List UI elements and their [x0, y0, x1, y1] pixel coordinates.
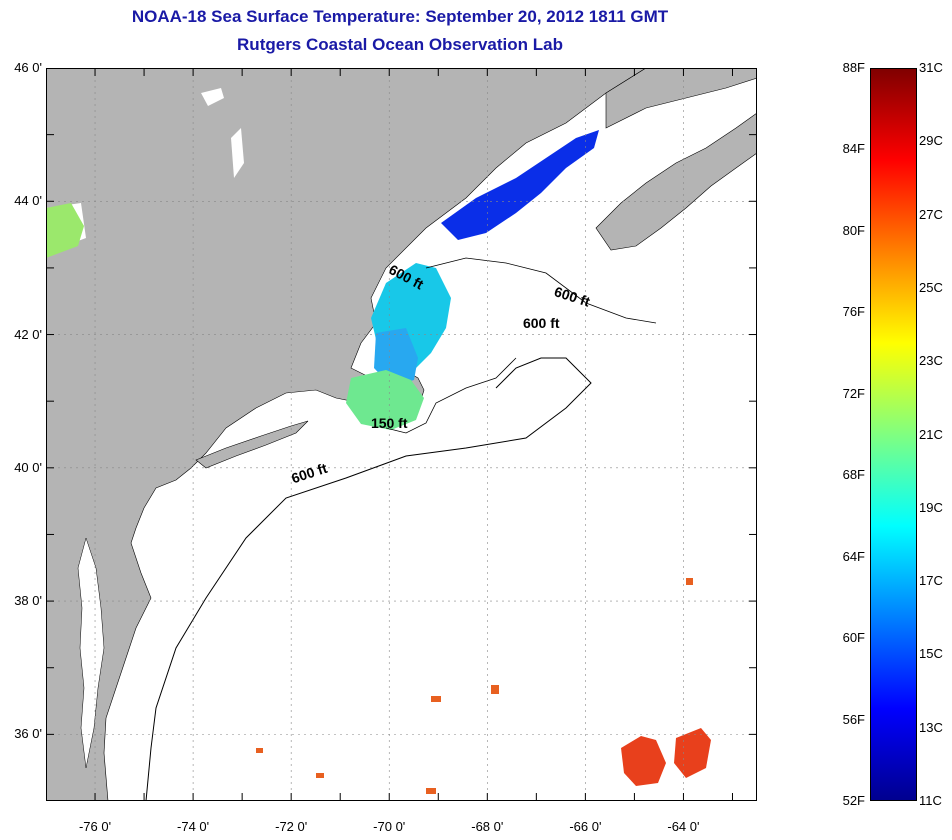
latitude-label: 44 0'	[14, 193, 42, 209]
land-us-northeast	[46, 68, 647, 801]
land-nova-scotia	[595, 112, 757, 251]
colorbar-fahrenheit-label: 68F	[842, 467, 865, 483]
longitude-label: -64 0'	[667, 819, 700, 834]
colorbar-celsius-label: 19C	[919, 499, 943, 515]
contour-label: 150 ft	[371, 415, 408, 431]
colorbar-celsius-label: 29C	[919, 133, 943, 149]
contour-600ft-gulf	[425, 257, 657, 324]
colorbar-fahrenheit-label: 84F	[842, 141, 865, 157]
colorbar-fahrenheit-label: 80F	[842, 222, 865, 238]
map-subtitle: Rutgers Coastal Ocean Observation Lab	[237, 35, 563, 54]
colorbar-celsius-label: 13C	[919, 719, 943, 735]
longitude-label: -68 0'	[471, 819, 504, 834]
latitude-label: 46 0'	[14, 60, 42, 75]
colorbar-fahrenheit-label: 52F	[842, 793, 865, 808]
temperature-colorbar	[870, 68, 917, 801]
latitude-label: 36 0'	[14, 726, 42, 742]
contour-600ft-shelf	[145, 357, 592, 801]
colorbar-fahrenheit-label: 56F	[842, 711, 865, 727]
longitude-label: -76 0'	[78, 819, 112, 834]
sst-patch-gulf-stream-1	[621, 736, 666, 786]
graticule	[46, 68, 757, 801]
colorbar-fahrenheit-label: 60F	[842, 630, 865, 646]
contour-label: 600 ft	[523, 315, 560, 331]
latitude-label: 40 0'	[14, 459, 42, 475]
colorbar-celsius-label: 25C	[919, 279, 943, 295]
longitude-label: -66 0'	[569, 819, 602, 834]
sst-patch-gulf-of-maine-north	[441, 130, 599, 240]
latitude-label: 38 0'	[14, 593, 42, 609]
land-new-brunswick	[605, 68, 757, 129]
latitude-label: 42 0'	[14, 326, 42, 342]
colorbar-fahrenheit-label: 88F	[842, 60, 865, 75]
colorbar-celsius-label: 27C	[919, 206, 943, 222]
sst-patch-lake	[46, 203, 84, 258]
longitude-label: -70 0'	[373, 819, 406, 834]
land-long-island	[195, 420, 309, 469]
colorbar-celsius-label: 23C	[919, 353, 943, 369]
sst-patch-georges-inshore	[346, 370, 424, 430]
colorbar-celsius-label: 31C	[919, 60, 943, 75]
longitude-label: -72 0'	[275, 819, 308, 834]
colorbar-celsius-label: 21C	[919, 426, 943, 442]
colorbar-celsius-label: 11C	[919, 793, 942, 808]
colorbar-celsius-label: 15C	[919, 646, 943, 662]
longitude-label: -74 0'	[177, 819, 210, 834]
colorbar-fahrenheit-label: 76F	[842, 304, 865, 320]
contour-150ft	[385, 357, 517, 434]
colorbar-celsius-label: 17C	[919, 573, 943, 589]
water-chesapeake	[77, 537, 105, 769]
colorbar-fahrenheit-label: 72F	[842, 385, 865, 401]
colorbar-fahrenheit-label: 64F	[842, 548, 865, 564]
map-title: NOAA-18 Sea Surface Temperature: Septemb…	[131, 7, 669, 26]
